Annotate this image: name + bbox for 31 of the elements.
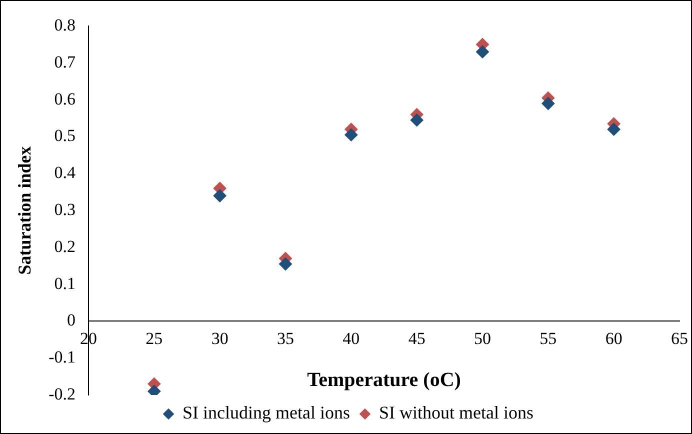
y-tick-label: 0.5	[54, 126, 76, 146]
y-tick-label: -0.2	[48, 384, 76, 404]
x-tick-label: 60	[605, 328, 622, 348]
y-tick-label: 0	[67, 310, 76, 330]
y-tick-label: 0.4	[54, 163, 76, 182]
x-tick-label: 65	[671, 328, 688, 348]
x-tick-label: 35	[277, 328, 294, 348]
y-axis-title: Saturation index	[14, 146, 34, 275]
point	[279, 258, 292, 271]
y-tick-label: 0.7	[54, 52, 76, 72]
y-tick-label: 0.2	[54, 236, 76, 256]
x-tick-label: 55	[540, 328, 557, 348]
x-tick-label: 45	[408, 328, 426, 348]
y-tick-label: 0.6	[54, 89, 76, 108]
y-tick-label: 0.1	[54, 274, 76, 293]
x-tick-label: 40	[342, 328, 360, 348]
y-tick-label: 0.8	[54, 15, 76, 34]
legend-label: SI including metal ions	[182, 402, 350, 423]
x-tick-label: 30	[211, 328, 228, 348]
point	[410, 114, 424, 127]
y-tick-label: -0.1	[48, 348, 76, 367]
x-tick-label: 25	[146, 328, 163, 348]
legend-label: SI without metal ions	[378, 402, 534, 423]
point	[476, 45, 490, 58]
point	[607, 122, 620, 136]
point	[542, 96, 555, 110]
x-tick-label: 50	[474, 328, 492, 348]
point	[213, 189, 226, 202]
x-axis-title: Temperature (oC)	[307, 369, 461, 392]
y-tick-label: 0.3	[54, 200, 76, 219]
point	[344, 128, 358, 142]
